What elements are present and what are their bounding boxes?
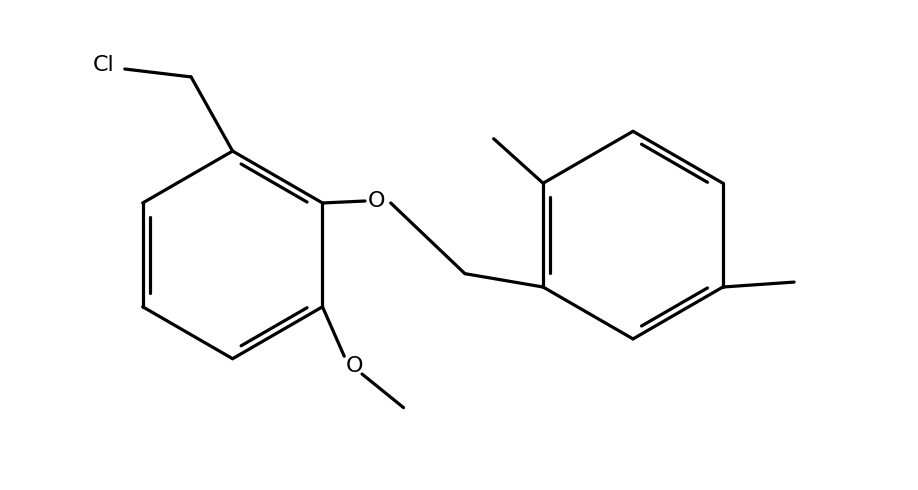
Text: O: O (345, 356, 363, 376)
Text: Cl: Cl (94, 55, 115, 75)
Text: O: O (368, 191, 386, 211)
